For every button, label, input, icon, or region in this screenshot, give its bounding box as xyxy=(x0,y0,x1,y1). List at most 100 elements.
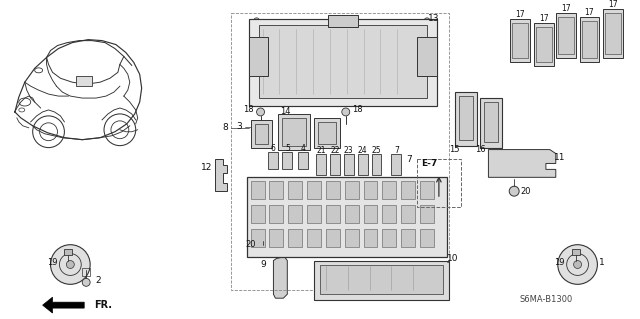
Text: 1: 1 xyxy=(598,258,604,267)
Bar xyxy=(314,261,449,300)
Bar xyxy=(344,153,354,175)
Polygon shape xyxy=(43,297,84,313)
Bar xyxy=(604,9,623,58)
Bar xyxy=(391,153,401,175)
Bar xyxy=(326,205,340,223)
Bar xyxy=(364,181,378,199)
Bar xyxy=(459,96,472,140)
Bar xyxy=(65,249,72,255)
Bar xyxy=(536,27,552,63)
Polygon shape xyxy=(273,256,287,298)
Bar xyxy=(288,205,302,223)
Text: 19: 19 xyxy=(47,258,58,267)
Bar xyxy=(364,205,378,223)
Bar xyxy=(251,181,264,199)
Bar xyxy=(401,205,415,223)
Circle shape xyxy=(253,18,260,24)
Bar xyxy=(345,205,358,223)
Text: 17: 17 xyxy=(585,8,595,17)
Circle shape xyxy=(51,245,90,284)
Text: 14: 14 xyxy=(280,108,291,116)
Text: 3: 3 xyxy=(236,122,242,131)
Bar xyxy=(481,98,502,148)
Text: 6: 6 xyxy=(271,144,276,153)
Bar xyxy=(572,249,580,255)
Bar xyxy=(76,76,92,86)
Text: 22: 22 xyxy=(330,146,340,155)
Text: 25: 25 xyxy=(372,146,381,155)
Bar xyxy=(510,19,530,63)
Text: 9: 9 xyxy=(260,260,266,269)
Text: E-7: E-7 xyxy=(421,159,437,168)
Bar xyxy=(401,181,415,199)
Text: FR.: FR. xyxy=(94,300,112,310)
Bar xyxy=(383,205,396,223)
Bar xyxy=(251,205,264,223)
Text: 18: 18 xyxy=(353,106,363,115)
Circle shape xyxy=(509,186,519,196)
Text: 4: 4 xyxy=(301,144,305,153)
Bar xyxy=(558,17,573,55)
Text: 7: 7 xyxy=(406,155,412,164)
Bar xyxy=(231,13,449,290)
Bar xyxy=(318,122,336,144)
Bar xyxy=(269,205,284,223)
Text: 8: 8 xyxy=(222,123,228,132)
Bar xyxy=(288,181,302,199)
Polygon shape xyxy=(488,150,556,177)
Text: 2: 2 xyxy=(95,276,101,285)
Bar xyxy=(249,19,437,106)
Bar xyxy=(255,124,269,144)
Bar xyxy=(417,37,437,76)
Bar xyxy=(251,229,264,247)
Bar xyxy=(556,13,575,58)
Text: 15: 15 xyxy=(449,145,460,154)
Circle shape xyxy=(257,108,264,116)
Bar xyxy=(307,205,321,223)
Bar xyxy=(316,153,326,175)
Text: S6MA-B1300: S6MA-B1300 xyxy=(519,295,573,304)
Text: 20: 20 xyxy=(521,187,531,196)
Bar xyxy=(580,17,600,63)
Bar xyxy=(82,269,90,276)
Text: 13: 13 xyxy=(428,14,440,23)
Bar xyxy=(269,152,278,169)
Bar xyxy=(330,153,340,175)
Text: 19: 19 xyxy=(554,258,565,267)
Bar xyxy=(298,152,308,169)
Bar xyxy=(249,37,269,76)
Bar xyxy=(605,13,621,55)
Text: 12: 12 xyxy=(202,163,212,172)
Bar xyxy=(371,153,381,175)
Bar xyxy=(417,160,461,207)
Bar xyxy=(345,181,358,199)
Text: 11: 11 xyxy=(554,153,566,162)
Bar xyxy=(383,181,396,199)
Bar xyxy=(288,229,302,247)
Bar xyxy=(326,181,340,199)
Bar xyxy=(420,229,434,247)
Bar xyxy=(420,205,434,223)
Circle shape xyxy=(558,245,597,284)
Bar xyxy=(282,152,292,169)
Circle shape xyxy=(424,85,430,91)
Text: 10: 10 xyxy=(447,254,458,263)
Bar xyxy=(484,102,499,142)
Polygon shape xyxy=(215,160,227,191)
Bar xyxy=(307,229,321,247)
Bar xyxy=(383,229,396,247)
Circle shape xyxy=(435,197,443,205)
Bar xyxy=(269,229,284,247)
Bar xyxy=(512,23,528,58)
Bar xyxy=(269,181,284,199)
Bar xyxy=(328,15,358,27)
Text: 21: 21 xyxy=(316,146,326,155)
Text: 17: 17 xyxy=(609,0,618,10)
Bar xyxy=(401,229,415,247)
Bar xyxy=(534,23,554,66)
Bar xyxy=(326,229,340,247)
Bar xyxy=(314,118,340,148)
Bar xyxy=(246,177,447,256)
Bar xyxy=(364,229,378,247)
Bar xyxy=(259,25,427,98)
